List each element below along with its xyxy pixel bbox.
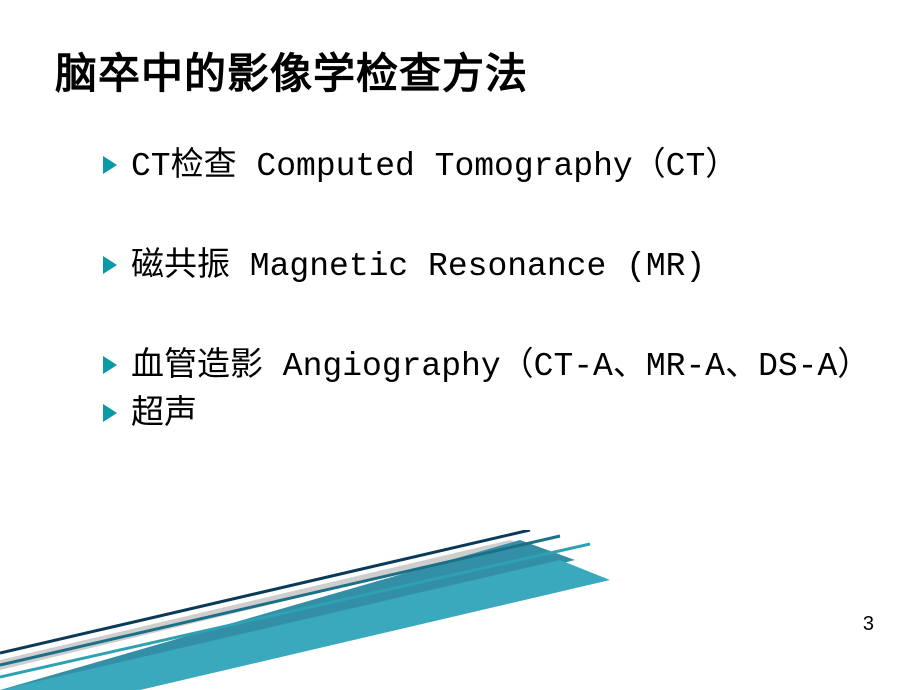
bullet-text: CT检查 Computed Tomography（CT）: [131, 143, 870, 191]
bullet-spacer: [103, 191, 870, 243]
bullet-text: 超声: [131, 391, 870, 439]
list-item: CT检查 Computed Tomography（CT）: [103, 143, 870, 191]
list-item: 磁共振 Magnetic Resonance (MR): [103, 243, 870, 291]
bullet-arrow-icon: [103, 156, 117, 174]
list-item: 超声: [103, 391, 870, 439]
list-item: 血管造影 Angiography（CT-A、MR-A、DS-A）: [103, 343, 870, 391]
corner-decoration: [0, 530, 920, 690]
bullet-arrow-icon: [103, 404, 117, 422]
bullet-text: 血管造影 Angiography（CT-A、MR-A、DS-A）: [131, 343, 870, 391]
bullet-text: 磁共振 Magnetic Resonance (MR): [131, 243, 870, 291]
bullet-list: CT检查 Computed Tomography（CT） 磁共振 Magneti…: [103, 143, 870, 438]
bullet-arrow-icon: [103, 356, 117, 374]
slide-title: 脑卒中的影像学检查方法: [55, 40, 870, 101]
page-number: 3: [863, 613, 874, 636]
bullet-arrow-icon: [103, 256, 117, 274]
slide: 脑卒中的影像学检查方法 CT检查 Computed Tomography（CT）…: [0, 0, 920, 690]
bullet-spacer: [103, 291, 870, 343]
